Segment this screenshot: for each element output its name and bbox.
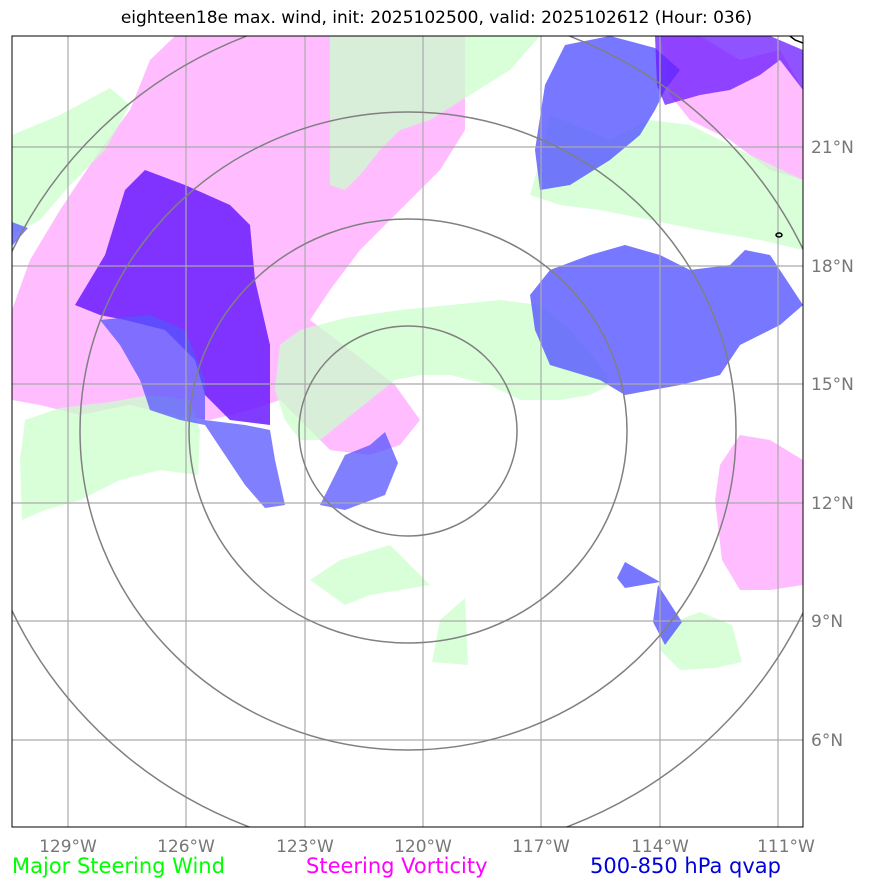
lat-label: 15°N (811, 375, 854, 395)
qvap-region-southeast-1 (617, 562, 660, 588)
lon-label: 111°W (757, 837, 815, 857)
wind-region-south-1 (310, 545, 430, 605)
wind-region-west (20, 395, 200, 520)
lat-label: 9°N (811, 612, 843, 632)
range-ring-2 (188, 218, 628, 644)
qvap-region-northeast (655, 36, 803, 105)
coastline-corner (789, 36, 803, 44)
lat-label: 21°N (811, 138, 854, 158)
legend-qvap: 500-850 hPa qvap (590, 854, 781, 878)
latitude-labels: 21°N 18°N 15°N 12°N 9°N 6°N (811, 138, 854, 751)
gridlines (12, 36, 803, 827)
lat-label: 6°N (811, 731, 843, 751)
lon-label: 117°W (512, 837, 570, 857)
lon-label: 126°W (157, 837, 215, 857)
qvap-region-west (100, 315, 285, 508)
qvap-region-west-strong (75, 170, 270, 425)
legend-steering-vorticity: Steering Vorticity (306, 854, 488, 878)
range-rings (12, 36, 803, 827)
range-ring-3 (79, 111, 737, 751)
wind-region-center (275, 300, 610, 440)
plot-frame (11, 35, 804, 828)
qvap-region-north (535, 36, 680, 190)
qvap-layer (12, 36, 803, 645)
qvap-region-center (320, 432, 398, 510)
lon-label: 120°W (394, 837, 452, 857)
map-title: eighteen18e max. wind, init: 2025102500,… (120, 8, 753, 28)
island-outline (775, 232, 783, 238)
lat-label: 12°N (811, 494, 854, 514)
longitude-labels: 129°W 126°W 123°W 120°W 117°W 114°W 111°… (39, 837, 815, 857)
wind-region-southeast (660, 612, 742, 670)
map-plot-area (12, 36, 803, 827)
qvap-region-east (530, 245, 803, 395)
legend-steering-wind: Major Steering Wind (12, 854, 225, 878)
range-ring-1 (298, 325, 518, 537)
lon-label: 123°W (276, 837, 334, 857)
wind-region-south-2 (432, 598, 468, 665)
lon-label: 129°W (39, 837, 97, 857)
lon-label: 114°W (631, 837, 689, 857)
lat-label: 18°N (811, 257, 854, 277)
vorticity-region-east (715, 435, 803, 590)
